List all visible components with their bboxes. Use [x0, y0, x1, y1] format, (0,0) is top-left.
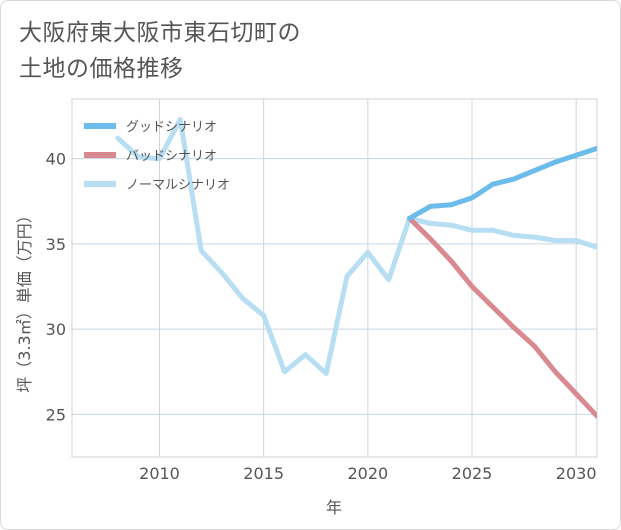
x-axis-ticks: 2010 2015 2020 2025 2030	[139, 464, 596, 483]
y-tick-label: 30	[46, 320, 66, 339]
chart-title-line-1: 大阪府東大阪市東石切町の	[19, 20, 301, 46]
y-tick-label: 25	[46, 405, 66, 424]
x-tick-label: 2020	[347, 464, 388, 483]
legend-label: バッドシナリオ	[126, 149, 217, 164]
y-axis-label: 坪（3.3㎡）単価（万円）	[15, 207, 34, 392]
y-tick-label: 40	[46, 150, 66, 169]
series-layer	[115, 117, 597, 419]
legend-label: グッドシナリオ	[126, 120, 217, 135]
x-tick-label: 2010	[139, 464, 180, 483]
series-line-normal	[115, 117, 597, 376]
legend-label: ノーマルシナリオ	[126, 178, 230, 193]
series-line-good	[407, 145, 597, 221]
x-tick-label: 2030	[556, 464, 597, 483]
series-line-bad	[407, 215, 597, 419]
chart-title-line-2: 土地の価格推移	[19, 56, 184, 82]
x-tick-label: 2025	[452, 464, 493, 483]
y-tick-label: 35	[46, 235, 66, 254]
y-axis-ticks: 25 30 35 40	[46, 150, 66, 425]
chart-title: 大阪府東大阪市東石切町の 土地の価格推移	[19, 15, 301, 87]
x-axis-label: 年	[326, 498, 342, 517]
x-tick-label: 2015	[243, 464, 284, 483]
